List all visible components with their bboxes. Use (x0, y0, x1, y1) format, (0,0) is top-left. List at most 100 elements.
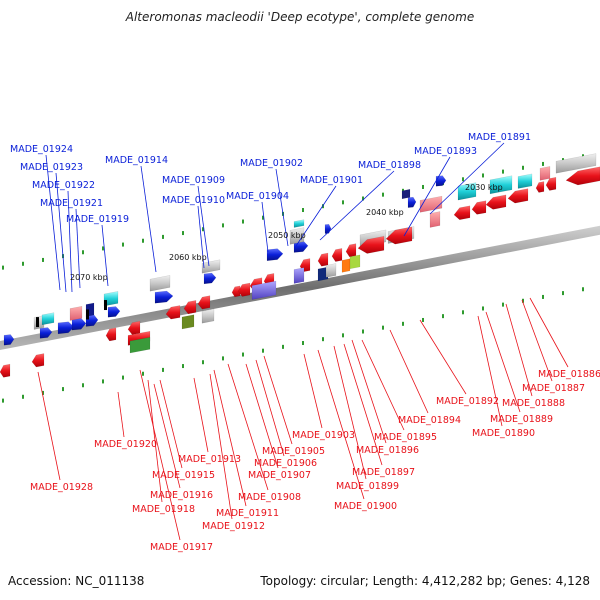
gene-box (457, 182, 477, 201)
ruler-tick (302, 341, 304, 346)
ruler-tick (62, 387, 64, 392)
reverse-gene (357, 235, 385, 254)
label-connector (521, 299, 553, 382)
gene-label: MADE_01889 (490, 414, 553, 425)
ruler-tick (202, 360, 204, 365)
gene-box (349, 254, 361, 270)
ruler-tick (442, 314, 444, 319)
ruler-tick (382, 192, 384, 197)
gene-box (555, 153, 597, 174)
ruler-tick (222, 223, 224, 228)
forward-gene (407, 196, 417, 208)
reverse-gene (385, 226, 413, 245)
label-connector (303, 353, 323, 429)
marker-glyph (104, 300, 107, 311)
ruler-tick (242, 352, 244, 357)
gene-label: MADE_01907 (248, 470, 311, 481)
gene-box (341, 258, 351, 273)
label-connector (55, 172, 67, 293)
label-connector (419, 319, 467, 395)
ruler-tick (562, 291, 564, 296)
gene-box (293, 219, 305, 228)
ruler-tick (322, 337, 324, 342)
label-connector (485, 311, 521, 413)
ruler-tick (402, 321, 404, 326)
ruler-label: 2060 kbp (169, 253, 207, 262)
gene-label: MADE_01911 (216, 508, 279, 519)
label-connector (361, 339, 405, 431)
gene-label: MADE_01899 (336, 481, 399, 492)
label-connector (67, 190, 73, 293)
label-connector (403, 156, 451, 237)
ruler-label: 2040 kbp (366, 208, 404, 217)
ruler-tick (342, 200, 344, 205)
forward-gene (57, 321, 75, 335)
gene-label: MADE_01903 (292, 430, 355, 441)
gene-label: MADE_01922 (32, 180, 95, 191)
forward-gene (107, 306, 121, 318)
ruler-tick (242, 219, 244, 224)
gene-label: MADE_01912 (202, 521, 265, 532)
label-connector (245, 363, 279, 469)
gene-label: MADE_01888 (502, 398, 565, 409)
gene-label: MADE_01893 (414, 146, 477, 157)
label-connector (333, 345, 367, 480)
label-connector (117, 391, 125, 438)
ruler-tick (362, 329, 364, 334)
ruler-tick (502, 169, 504, 174)
reverse-gene (165, 305, 181, 320)
gene-label: MADE_01920 (94, 439, 157, 450)
reverse-gene (485, 194, 507, 210)
ruler-tick (542, 161, 544, 166)
label-connector (75, 208, 81, 289)
ruler-tick (42, 257, 44, 262)
gene-label: MADE_01894 (398, 415, 461, 426)
ruler-tick (422, 317, 424, 322)
ruler-tick (82, 250, 84, 255)
gene-box (317, 266, 329, 282)
reverse-gene (565, 166, 600, 186)
reverse-gene (345, 243, 357, 258)
ruler-tick (262, 215, 264, 220)
label-connector (140, 165, 157, 273)
ruler-tick (502, 302, 504, 307)
reverse-gene (507, 188, 529, 204)
ruler-tick (302, 208, 304, 213)
gene-label: MADE_01923 (20, 162, 83, 173)
gene-label: MADE_01901 (300, 175, 363, 186)
ruler-tick (222, 356, 224, 361)
reverse-gene (317, 252, 329, 267)
gene-label: MADE_01914 (105, 155, 168, 166)
ruler-tick (262, 348, 264, 353)
ruler-tick (22, 394, 24, 399)
gene-box (429, 211, 441, 228)
gene-box (129, 336, 151, 354)
reverse-gene (471, 200, 487, 215)
ruler-tick (122, 375, 124, 380)
reverse-gene (31, 353, 45, 368)
reverse-gene (453, 205, 471, 221)
ruler-tick (182, 364, 184, 369)
label-connector (351, 339, 387, 444)
gene-label: MADE_01908 (238, 492, 301, 503)
ruler-tick (582, 287, 584, 292)
gene-label: MADE_01887 (522, 383, 585, 394)
forward-gene (203, 272, 217, 285)
reverse-gene (0, 363, 11, 378)
reverse-gene (545, 176, 557, 191)
label-connector (227, 363, 269, 491)
ruler-label: 2050 kbp (268, 231, 306, 240)
gene-label: MADE_01895 (374, 432, 437, 443)
label-connector (197, 185, 210, 267)
ruler-tick (102, 379, 104, 384)
ruler-tick (102, 246, 104, 251)
gene-label: MADE_01897 (352, 467, 415, 478)
gene-label: MADE_01924 (10, 144, 73, 155)
label-connector (101, 224, 109, 287)
gene-box (419, 195, 443, 213)
reverse-gene (183, 300, 197, 315)
gene-label: MADE_01917 (150, 542, 213, 553)
gene-box (41, 312, 55, 326)
gene-label: MADE_01913 (178, 454, 241, 465)
